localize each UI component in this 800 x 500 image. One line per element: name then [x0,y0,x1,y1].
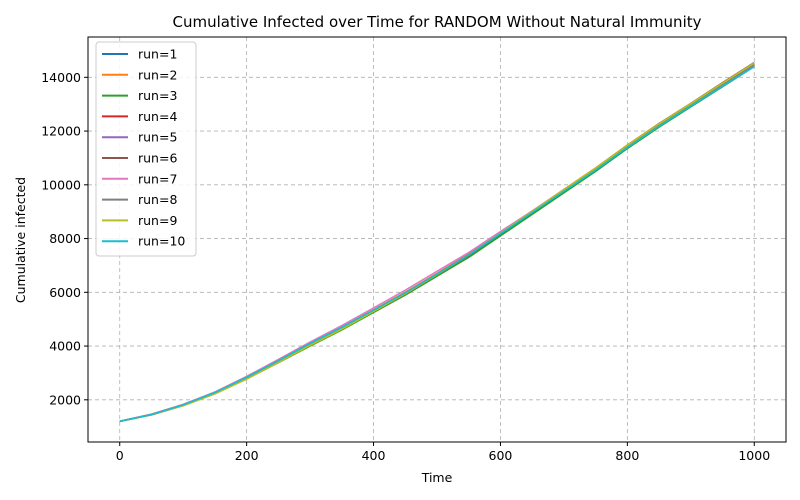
y-tick-label: 4000 [49,339,81,354]
legend-entry: run=10 [138,234,185,249]
x-tick-label: 600 [489,448,513,463]
legend-entry: run=4 [138,109,177,124]
y-tick-label: 10000 [41,177,81,192]
legend-entry: run=2 [138,67,177,82]
series-line-run-3 [119,65,755,423]
legend-entry: run=9 [138,213,177,228]
series-line-run-7 [119,63,755,423]
series-line-run-4 [119,63,755,423]
legend: run=1 run=2 run=3 run=4 run=5 run=6 run=7 run=8… [95,41,197,257]
legend-entry: run=5 [138,130,177,145]
series-line-run-10 [119,65,755,423]
legend-entry: run=1 [138,47,177,62]
series-layer [119,61,755,423]
plot-frame [87,36,787,443]
x-tick-label: 200 [235,448,259,463]
chart-title: Cumulative Infected over Time for RANDOM… [173,13,702,31]
series-line-run-9 [119,62,755,423]
series-line-run-8 [119,63,755,423]
y-axis-label: Cumulative infected [13,177,28,303]
x-axis: 0 200 400 600 800 1000 [116,442,770,463]
grid [88,37,786,442]
y-axis: 2000 4000 6000 8000 10000 12000 14000 [41,70,88,407]
legend-entry: run=8 [138,192,177,207]
y-tick-label: 14000 [41,70,81,85]
y-tick-label: 12000 [41,124,81,139]
x-tick-label: 800 [615,448,639,463]
series-line-run-6 [119,61,755,423]
series-line-run-2 [119,62,755,423]
y-tick-label: 2000 [49,392,81,407]
x-tick-label: 0 [116,448,124,463]
y-tick-label: 8000 [49,231,81,246]
legend-entry: run=6 [138,151,177,166]
legend-entry: run=7 [138,171,177,186]
series-line-run-1 [119,64,755,423]
x-axis-label: Time [421,470,453,485]
y-tick-label: 6000 [49,285,81,300]
x-tick-label: 400 [362,448,386,463]
legend-entry: run=3 [138,88,177,103]
x-tick-label: 1000 [738,448,770,463]
series-line-run-5 [119,63,755,423]
